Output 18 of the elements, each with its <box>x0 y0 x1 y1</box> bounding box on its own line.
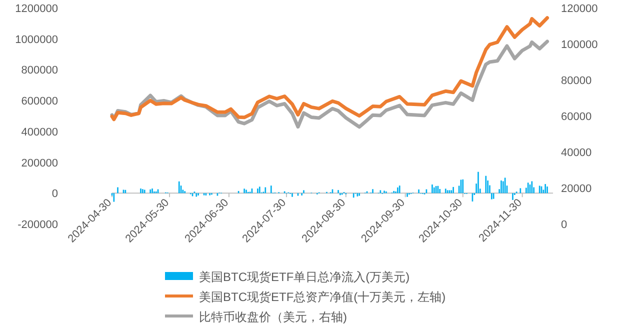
y-tick-label: 1000000 <box>15 34 58 46</box>
y2-tick-label: 20000 <box>561 183 592 195</box>
y-tick-label: -200000 <box>18 219 58 231</box>
y-tick-label: 600000 <box>21 96 58 108</box>
y-tick-label: 400000 <box>21 126 58 138</box>
y2-tick-label: 80000 <box>561 75 592 87</box>
y-tick-label: 1200000 <box>15 3 58 15</box>
y2-tick-label: 0 <box>561 219 568 231</box>
y2-tick-label: 40000 <box>561 147 592 159</box>
legend-label: 美国BTC现货ETF总资产净值(十万美元，左轴) <box>199 290 446 304</box>
y2-tick-label: 60000 <box>561 111 592 123</box>
legend-label: 美国BTC现货ETF单日总净流入(万美元) <box>199 270 410 284</box>
legend-label: 比特币收盘价（美元，右轴) <box>199 310 347 324</box>
y2-tick-label: 100000 <box>561 39 598 51</box>
y-tick-label: 0 <box>52 188 58 200</box>
y-tick-label: 800000 <box>21 64 58 77</box>
y2-tick-label: 120000 <box>561 3 598 15</box>
y-tick-label: 200000 <box>21 157 58 170</box>
